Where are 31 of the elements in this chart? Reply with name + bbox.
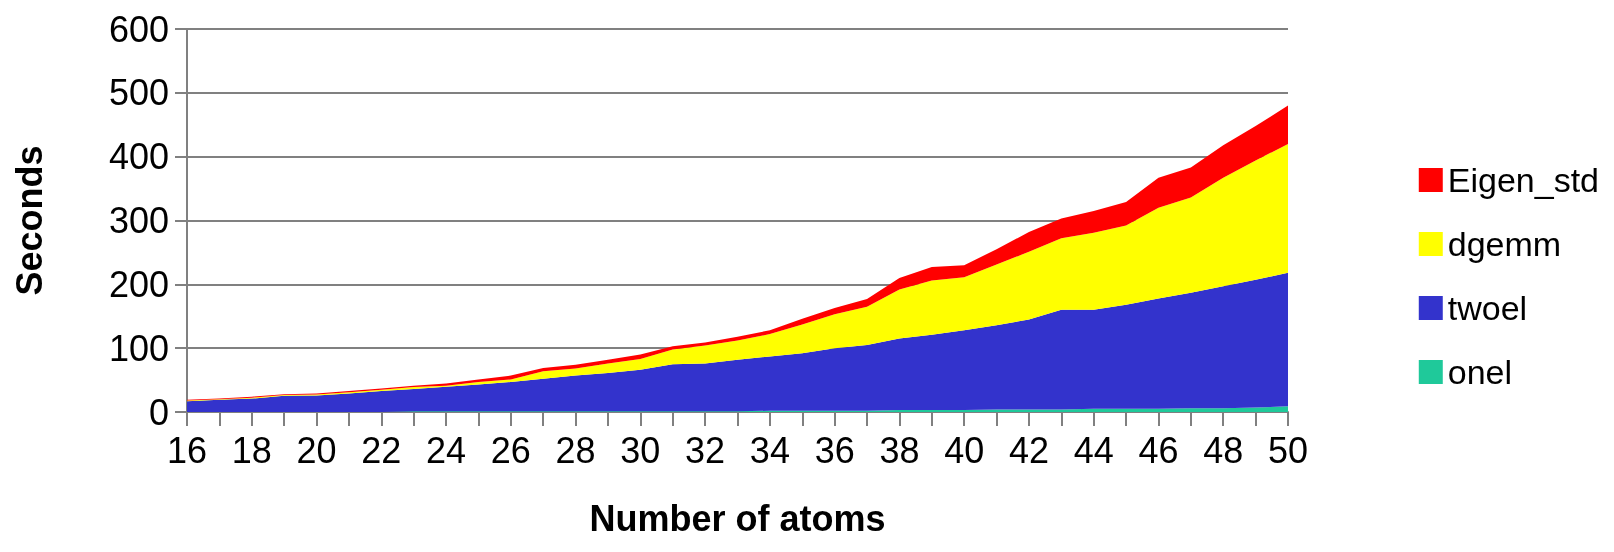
y-tick-label: 200 [108, 263, 169, 305]
x-tick-label: 20 [296, 429, 337, 471]
y-tick-label: 400 [108, 136, 169, 178]
x-tick-label: 38 [879, 429, 920, 471]
x-tick-label: 18 [231, 429, 272, 471]
y-axis-title: Seconds [8, 145, 50, 296]
x-tick-label: 30 [620, 429, 661, 471]
y-tick-label: 500 [108, 72, 169, 114]
x-tick-label: 34 [749, 429, 790, 471]
x-tick-label: 24 [426, 429, 467, 471]
legend-label: twoel [1447, 289, 1528, 327]
y-tick-label: 0 [148, 391, 169, 433]
x-tick-label: 50 [1267, 429, 1309, 471]
x-tick-label: 28 [555, 429, 596, 471]
x-tick-label: 46 [1138, 429, 1179, 471]
x-tick-label: 42 [1008, 429, 1049, 471]
y-tick-label: 100 [108, 327, 169, 369]
y-tick-label: 600 [108, 8, 169, 50]
x-tick-label: 16 [166, 429, 208, 471]
x-tick-label: 26 [490, 429, 531, 471]
x-tick-label: 40 [944, 429, 985, 471]
legend-label: Eigen_std [1447, 161, 1600, 199]
legend-label: onel [1447, 353, 1513, 391]
x-axis-title: Number of atoms [589, 497, 886, 539]
legend-label: dgemm [1447, 225, 1562, 263]
x-tick-label: 22 [361, 429, 402, 471]
y-tick-label: 300 [108, 200, 169, 241]
x-tick-label: 44 [1073, 429, 1114, 471]
x-tick-label: 36 [814, 429, 855, 471]
x-tick-label: 48 [1203, 429, 1244, 471]
x-tick-label: 32 [685, 429, 726, 471]
